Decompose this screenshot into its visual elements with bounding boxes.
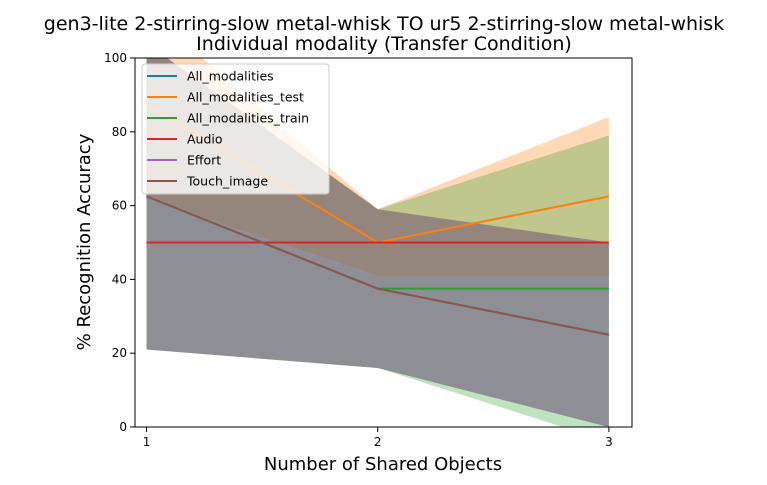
x-axis: 1 2 3: [143, 427, 613, 449]
legend-label: Effort: [187, 153, 221, 168]
y-axis-label: % Recognition Accuracy: [74, 133, 95, 350]
chart-title: gen3-lite 2-stirring-slow metal-whisk TO…: [44, 13, 724, 35]
x-tick-label: 3: [605, 435, 613, 449]
y-tick-label: 40: [112, 272, 127, 286]
line-touch-image: [146, 195, 610, 336]
legend-box: [141, 63, 330, 195]
legend: All_modalities All_modalities_test All_mod…: [141, 63, 330, 195]
y-tick-label: 100: [104, 51, 127, 65]
y-axis: 0 20 40 60 80 100: [104, 51, 135, 434]
series-lines: [146, 103, 610, 336]
y-tick-label: 0: [119, 420, 127, 434]
x-axis-label: Number of Shared Objects: [264, 454, 502, 475]
legend-label: All_modalities: [187, 69, 274, 84]
x-tick-label: 2: [374, 435, 382, 449]
legend-label: All_modalities_train: [187, 111, 309, 126]
plot-frame: [134, 57, 633, 428]
legend-label: Touch_image: [186, 174, 268, 189]
y-tick-label: 80: [112, 125, 127, 139]
chart-subtitle: Individual modality (Transfer Condition): [196, 33, 572, 55]
legend-label: Audio: [187, 132, 223, 147]
x-tick-label: 1: [143, 435, 151, 449]
y-tick-label: 60: [112, 199, 127, 213]
legend-label: All_modalities_test: [187, 90, 304, 105]
y-tick-label: 20: [112, 346, 127, 360]
